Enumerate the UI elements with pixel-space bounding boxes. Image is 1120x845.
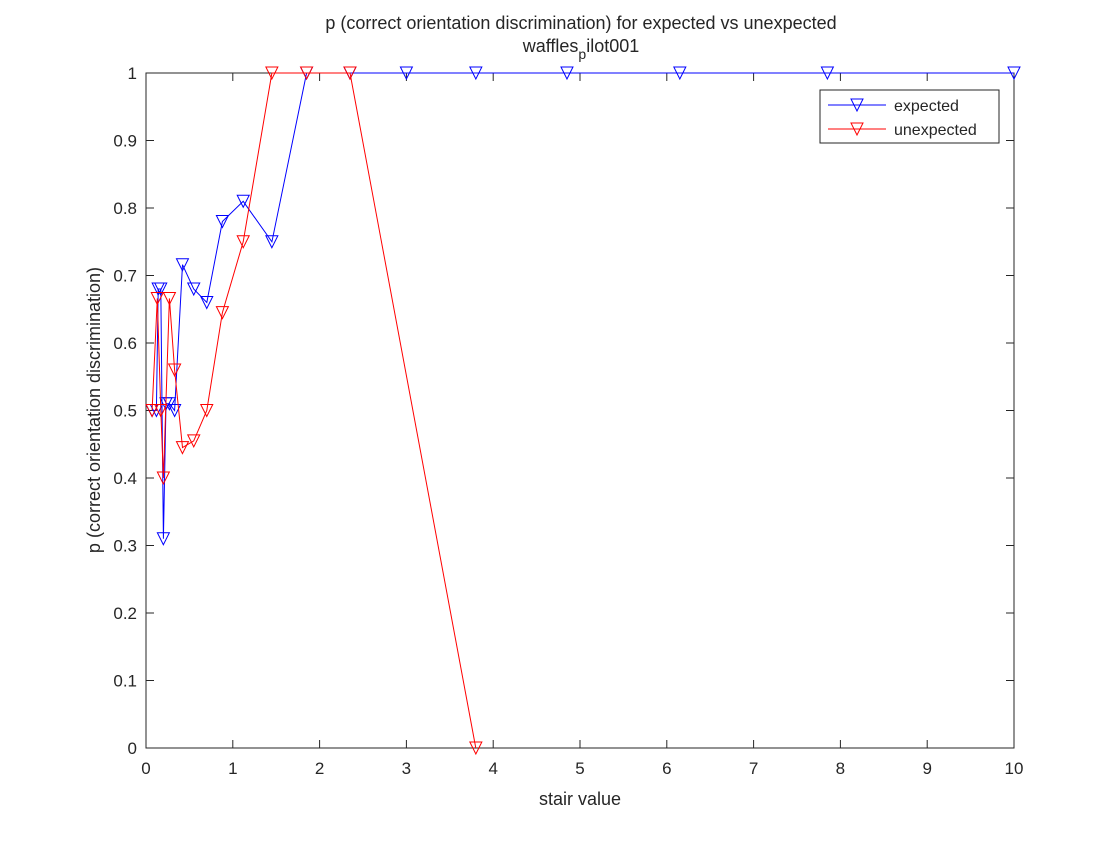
data-point-unexpected [153, 404, 168, 418]
data-point-expected [153, 282, 168, 297]
x-axis: 0 1 2 3 4 5 6 7 8 9 10 [141, 73, 1023, 778]
data-point-expected [215, 215, 230, 229]
x-tick-label: 9 [922, 759, 931, 778]
data-point-unexpected [175, 441, 190, 455]
x-tick-label: 5 [575, 759, 584, 778]
data-point-expected [162, 397, 177, 411]
data-point-expected [399, 66, 414, 81]
y-tick-label: 1 [128, 64, 137, 83]
y-tick-label: 0 [128, 739, 137, 758]
y-tick-label: 0.5 [113, 402, 137, 421]
chart-title-subscript: p [578, 46, 586, 62]
legend: expected unexpected [819, 89, 1000, 144]
data-point-expected [820, 66, 835, 81]
data-point-expected [1007, 66, 1021, 81]
chart-title-main: waffles [522, 36, 579, 56]
legend-marker-unexpected [850, 122, 864, 137]
data-point-expected [673, 66, 687, 81]
x-tick-label: 3 [402, 759, 411, 778]
data-point-unexpected [236, 235, 251, 249]
legend-items: expected unexpected [828, 98, 977, 139]
data-point-unexpected [343, 66, 357, 81]
data-point-unexpected [150, 291, 165, 306]
legend-label-unexpected: unexpected [894, 122, 977, 139]
y-tick-label: 0.4 [113, 469, 137, 488]
legend-box [819, 89, 1000, 144]
chart-title-line1: p (correct orientation discrimination) f… [325, 13, 836, 33]
data-point-expected [167, 404, 182, 418]
data-point-expected [156, 532, 171, 546]
data-point-unexpected [162, 291, 177, 306]
chart-title-line2: wafflespilot001 [522, 36, 640, 62]
data-point-expected [236, 194, 251, 209]
legend-label-expected: expected [894, 98, 959, 115]
y-tick-label: 0.2 [113, 604, 137, 623]
x-tick-label: 2 [315, 759, 324, 778]
x-tick-label: 1 [228, 759, 237, 778]
data-point-unexpected [265, 66, 279, 81]
axes-box [145, 72, 1015, 749]
data-point-expected [199, 296, 214, 310]
data-point-unexpected [167, 363, 182, 378]
data-point-unexpected [145, 404, 159, 418]
y-axis-label: p (correct orientation discrimination) [84, 267, 104, 553]
legend-marker-expected [850, 98, 864, 113]
x-tick-label: 8 [836, 759, 845, 778]
x-axis-label: stair value [539, 789, 621, 809]
y-tick-label: 0.3 [113, 537, 137, 556]
x-tick-label: 6 [662, 759, 671, 778]
data-point-expected [469, 66, 483, 81]
y-tick-label: 0.6 [113, 334, 137, 353]
data-point-expected [175, 258, 190, 272]
x-tick-label: 0 [141, 759, 150, 778]
series-line-unexpected [151, 72, 477, 749]
y-axis: 0 0.1 0.2 0.3 0.4 0.5 0.6 0.7 0.8 0.9 1 [113, 64, 1014, 758]
data-point-unexpected [199, 404, 214, 418]
data-point-unexpected [156, 471, 171, 486]
x-tick-label: 7 [749, 759, 758, 778]
y-tick-label: 0.1 [113, 672, 137, 691]
chart-title-rest: ilot001 [586, 36, 639, 56]
x-tick-label: 4 [488, 759, 497, 778]
x-tick-label: 10 [1005, 759, 1024, 778]
data-point-expected [265, 235, 279, 249]
data-point-expected [186, 282, 201, 297]
series-unexpected [145, 66, 483, 756]
data-point-unexpected [469, 741, 483, 756]
plot-area: 0 1 2 3 4 5 6 7 8 9 10 0 0.1 0.2 0.3 0.4 0.5 0.6 0.7 0.8 0.… [113, 64, 1023, 778]
series-layer [145, 66, 1021, 756]
y-tick-label: 0.9 [113, 132, 137, 151]
data-point-unexpected [299, 66, 314, 81]
data-point-unexpected [186, 434, 201, 448]
data-point-unexpected [215, 306, 230, 320]
data-point-expected [560, 66, 574, 81]
y-tick-label: 0.8 [113, 199, 137, 218]
y-tick-label: 0.7 [113, 267, 137, 286]
